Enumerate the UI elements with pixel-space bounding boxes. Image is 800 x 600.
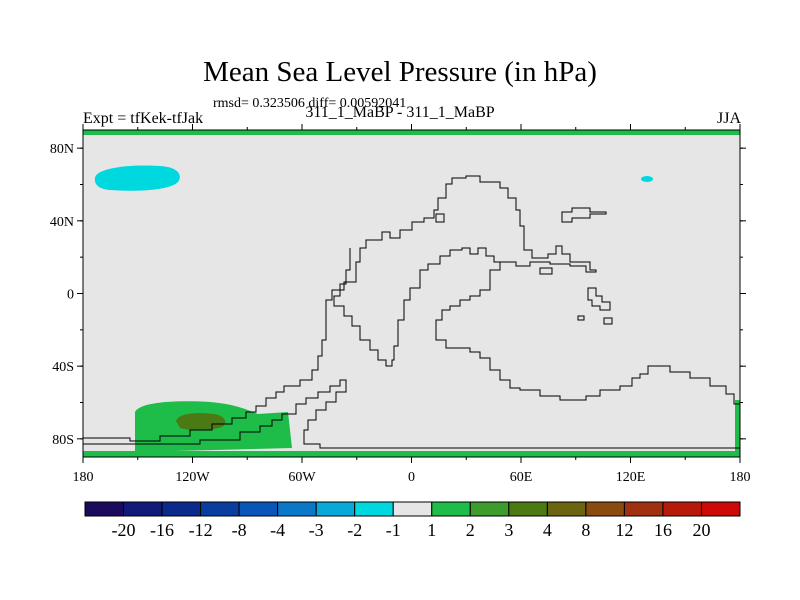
colorbar-label: 2 [466,520,475,540]
x-tick-label: 0 [408,470,415,485]
colorbar-swatch [161,501,202,517]
olive-anomaly-core [176,413,226,431]
colorbar-labels: -20 -16 -12 -8 -4 -3 -2 -1 1 2 3 4 8 12 16 20 [112,520,711,540]
comparison-label: 311_1_MaBP - 311_1_MaBP [305,104,495,121]
coastline-small-islands-d [577,315,613,325]
x-tick-label: 60W [288,470,316,485]
east-edge-band [735,400,740,457]
experiment-label: Expt = tfKek-tfJak [83,110,204,127]
colorbar-swatch [508,501,548,517]
colorbar-swatch [585,501,625,517]
north-band [83,130,740,135]
coastline-small-islands-c [587,287,611,311]
colorbar-swatch [277,501,317,517]
x-tick-label: 120W [175,470,210,485]
colorbar-label: 20 [692,520,710,540]
colorbar-swatch [431,501,471,517]
x-tick-labels: 180 120W 60W 0 60E 120E 180 [73,470,751,485]
coastline-small-islands-e [539,267,553,275]
x-tick-label: 60E [510,470,533,485]
colorbar-swatch [662,501,702,517]
y-tick-label: 0 [67,288,74,303]
south-band [83,451,740,457]
stats-label: rmsd= 0.323506 diff= 0.00592041 [213,96,407,111]
colorbar-swatch [392,501,433,517]
y-tick-label: 80N [50,142,74,157]
colorbar-label: -12 [189,520,213,540]
colorbar-swatch [84,501,125,517]
colorbar-label: 1 [427,520,436,540]
colorbar-label: 12 [615,520,633,540]
colorbar-label: 3 [504,520,513,540]
colorbar-label: 16 [654,520,672,540]
axis-ticks [77,124,746,463]
coastline-south-america [83,379,740,449]
x-tick-label: 180 [73,470,94,485]
colorbar [84,501,741,517]
colorbar-swatch [354,501,394,517]
chart-title: Mean Sea Level Pressure (in hPa) [203,56,597,88]
colorbar-label: 8 [581,520,590,540]
colorbar-label: 4 [543,520,552,540]
coastline-eurasia-africa [83,175,740,442]
coastline-small-islands-b [435,213,445,223]
colorbar-label: -8 [232,520,247,540]
coastlines [83,175,740,449]
colorbar-swatch [546,501,587,517]
y-tick-label: 40N [50,215,74,230]
colorbar-label: -1 [386,520,401,540]
colorbar-swatch [238,501,279,517]
coastline-small-islands-a [561,207,607,223]
colorbar-swatch [700,501,741,517]
cyan-anomaly-north-pacific [94,165,180,191]
y-tick-labels: 80N 40N 0 40S 80S [50,142,74,448]
colorbar-swatch [123,501,163,517]
cyan-anomaly-east-asia [641,176,653,182]
colorbar-label: -4 [270,520,285,540]
y-tick-label: 80S [52,433,74,448]
colorbar-swatch [623,501,664,517]
colorbar-label: -2 [347,520,362,540]
colorbar-swatch [315,501,356,517]
colorbar-swatch [200,501,240,517]
colorbar-swatch [469,501,510,517]
season-label: JJA [716,110,741,127]
colorbar-label: -20 [112,520,136,540]
x-tick-label: 180 [730,470,751,485]
x-tick-label: 120E [616,470,646,485]
coastline-interior [333,247,500,367]
y-tick-label: 40S [52,360,74,375]
colorbar-label: -16 [150,520,174,540]
colorbar-label: -3 [309,520,324,540]
